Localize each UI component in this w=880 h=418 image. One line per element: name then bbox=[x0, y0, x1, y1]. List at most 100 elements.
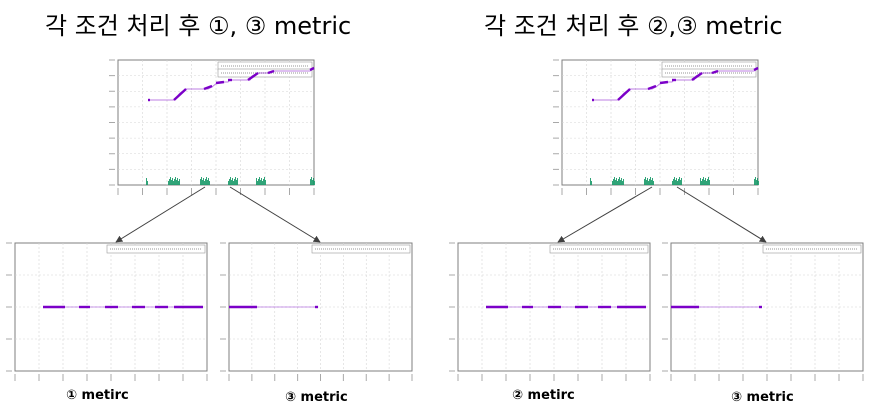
right-top-chart-activity-bar bbox=[680, 180, 681, 185]
left-top-chart-activity-bar bbox=[178, 181, 179, 185]
left-top-chart-activity-bar bbox=[263, 179, 264, 185]
left-top-chart-activity-bar bbox=[231, 180, 232, 185]
right-top-chart-activity-bar bbox=[619, 177, 620, 185]
left-top-chart-activity-bar bbox=[209, 181, 210, 185]
left-top-chart-activity-bar bbox=[313, 178, 314, 185]
right-top-chart-activity-bar bbox=[616, 178, 617, 185]
right-top-chart-activity-bar bbox=[674, 177, 675, 185]
left-top-chart-activity-bar bbox=[174, 179, 175, 185]
right-top-chart-activity-bar bbox=[679, 177, 680, 185]
left-top-chart-activity-bar bbox=[176, 180, 177, 185]
right-top-chart-activity-bar bbox=[758, 181, 759, 185]
left-top-chart-activity-bar bbox=[259, 177, 260, 185]
left-top-chart-activity-bar bbox=[201, 177, 202, 185]
right-arrow-b bbox=[676, 186, 767, 243]
left-top-chart-activity-bar bbox=[234, 179, 235, 185]
left-top-chart-activity-bar bbox=[170, 177, 171, 185]
left-top-chart-activity-bar bbox=[310, 179, 311, 185]
right-top-chart-activity-bar bbox=[614, 177, 615, 185]
caption-left-b: ③ metric bbox=[285, 390, 348, 405]
right-top-chart-activity-bar bbox=[648, 181, 649, 185]
right-top-chart-metric-segment bbox=[659, 80, 669, 85]
left-top-chart-activity-bar bbox=[207, 180, 208, 185]
right-top-chart-activity-bar bbox=[647, 178, 648, 185]
right-top-chart-activity-bar bbox=[645, 177, 646, 185]
right-top-chart-activity-bar bbox=[672, 181, 673, 185]
right-top-chart-activity-bar bbox=[757, 178, 758, 185]
left-top-chart-activity-bar bbox=[314, 181, 315, 185]
right-top-chart-activity-bar bbox=[709, 180, 710, 185]
left-top-chart-activity-bar bbox=[264, 177, 265, 185]
left-bottom-a-chart bbox=[6, 242, 208, 381]
right-top-chart-activity-bar bbox=[620, 180, 621, 185]
left-top-chart-activity-bar bbox=[265, 180, 266, 185]
right-top-chart-activity-bar bbox=[653, 181, 654, 185]
right-top-chart bbox=[553, 59, 759, 195]
right-top-chart-activity-bar bbox=[617, 181, 618, 185]
right-top-chart-activity-bar bbox=[756, 180, 757, 185]
right-top-chart-metric-segment bbox=[691, 72, 703, 81]
left-top-chart-activity-bar bbox=[204, 181, 205, 185]
left-top-chart-activity-bar bbox=[256, 178, 257, 185]
left-top-chart-activity-bar bbox=[237, 178, 238, 185]
left-top-chart-activity-bar bbox=[169, 179, 170, 185]
right-top-chart-activity-bar bbox=[591, 181, 592, 185]
left-top-chart-activity-bar bbox=[168, 181, 169, 185]
left-top-chart-activity-bar bbox=[172, 178, 173, 185]
left-top-chart-activity-bar bbox=[177, 178, 178, 185]
right-bottom-a-chart bbox=[449, 242, 651, 381]
left-top-chart-metric-segment bbox=[203, 84, 213, 91]
left-top-chart-activity-bar bbox=[233, 181, 234, 185]
left-top-chart bbox=[109, 59, 315, 195]
right-top-chart-activity-bar bbox=[677, 181, 678, 185]
right-top-chart-metric-segment bbox=[753, 66, 759, 72]
left-top-chart-activity-bar bbox=[147, 181, 148, 185]
right-title: 각 조건 처리 후 ②,③ metric bbox=[484, 12, 783, 40]
right-top-chart-activity-bar bbox=[618, 179, 619, 185]
right-top-chart-activity-bar bbox=[705, 178, 706, 185]
left-top-chart-activity-bar bbox=[261, 178, 262, 185]
right-top-chart-activity-bar bbox=[676, 178, 677, 185]
right-top-chart-metric-segment bbox=[647, 84, 657, 91]
right-top-chart-activity-bar bbox=[621, 178, 622, 185]
right-top-chart-activity-bar bbox=[703, 177, 704, 185]
left-top-chart-activity-bar bbox=[260, 180, 261, 185]
left-top-chart-activity-bar bbox=[235, 177, 236, 185]
left-arrow-a bbox=[115, 186, 206, 243]
left-top-chart-metric-segment bbox=[267, 69, 275, 75]
left-top-chart-activity-bar bbox=[229, 179, 230, 185]
left-top-chart-activity-bar bbox=[175, 177, 176, 185]
right-top-chart-activity-bar bbox=[651, 180, 652, 185]
left-top-chart-activity-bar bbox=[312, 180, 313, 185]
right-top-chart-activity-bar bbox=[649, 179, 650, 185]
right-top-chart-activity-bar bbox=[652, 178, 653, 185]
right-top-chart-activity-bar bbox=[615, 180, 616, 185]
left-bottom-b-chart bbox=[220, 242, 413, 381]
right-top-chart-activity-bar bbox=[644, 179, 645, 185]
right-top-chart-activity-bar bbox=[755, 177, 756, 185]
left-top-chart-activity-bar bbox=[200, 179, 201, 185]
right-top-chart-activity-bar bbox=[590, 178, 591, 185]
right-top-chart-activity-bar bbox=[700, 178, 701, 185]
left-top-chart-activity-bar bbox=[179, 179, 180, 185]
caption-right-b: ③ metric bbox=[731, 390, 794, 405]
right-top-chart-activity-bar bbox=[675, 180, 676, 185]
left-title: 각 조건 처리 후 ①, ③ metric bbox=[45, 12, 352, 40]
right-top-chart-activity-bar bbox=[673, 179, 674, 185]
right-top-chart-activity-bar bbox=[754, 179, 755, 185]
left-top-chart-activity-bar bbox=[311, 177, 312, 185]
left-top-chart-activity-bar bbox=[146, 178, 147, 185]
left-top-chart-activity-bar bbox=[208, 178, 209, 185]
left-top-chart-activity-bar bbox=[205, 179, 206, 185]
right-top-chart-activity-bar bbox=[706, 181, 707, 185]
right-top-chart-metric-segment bbox=[617, 88, 631, 101]
right-top-chart-activity-bar bbox=[613, 179, 614, 185]
right-top-chart-metric-segment bbox=[711, 69, 719, 75]
left-arrow-b bbox=[229, 186, 321, 243]
left-top-chart-activity-bar bbox=[171, 180, 172, 185]
right-top-chart-activity-bar bbox=[708, 177, 709, 185]
caption-left-a: ① metirc bbox=[66, 388, 129, 403]
right-top-chart-activity-bar bbox=[646, 180, 647, 185]
left-top-chart-activity-bar bbox=[262, 181, 263, 185]
